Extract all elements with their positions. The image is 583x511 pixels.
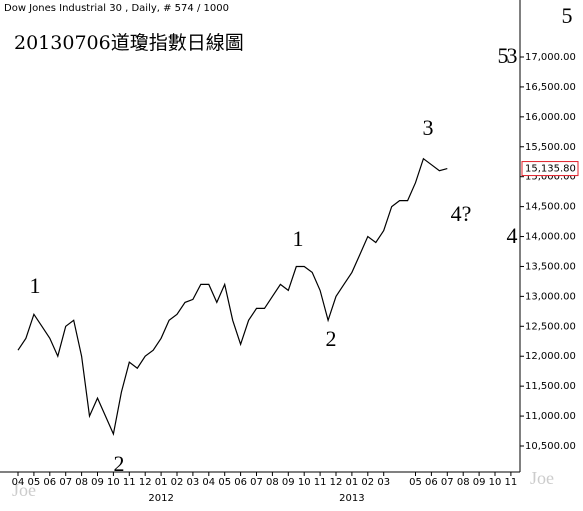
x-tick-label: 01	[346, 477, 359, 488]
x-tick-label: 07	[250, 477, 263, 488]
watermark: Joe	[530, 468, 554, 488]
x-tick-label: 05	[28, 477, 41, 488]
x-tick-label: 11	[505, 477, 518, 488]
y-tick-label: 11,000.00	[525, 411, 576, 422]
x-tick-label: 09	[282, 477, 295, 488]
x-tick-label: 01	[155, 477, 168, 488]
x-tick-label: 05	[409, 477, 422, 488]
x-tick-label: 10	[107, 477, 120, 488]
x-tick-label: 05	[218, 477, 231, 488]
x-tick-label: 07	[59, 477, 72, 488]
x-tick-label: 09	[473, 477, 486, 488]
y-tick-label: 17,000.00	[525, 52, 576, 63]
x-tick-label: 07	[441, 477, 454, 488]
x-tick-label: 10	[489, 477, 502, 488]
wave-label: 1	[30, 273, 41, 298]
wave-label: 5	[562, 3, 573, 28]
year-label: 2012	[148, 493, 173, 504]
wave-label: 3	[507, 43, 518, 68]
chart-header: Dow Jones Industrial 30 , Daily, # 574 /…	[4, 3, 229, 14]
y-tick-label: 10,500.00	[525, 441, 576, 452]
chart-title: 20130706道瓊指數日線圖	[14, 32, 244, 54]
wave-label: 4	[507, 223, 518, 248]
y-tick-label: 14,500.00	[525, 202, 576, 213]
x-tick-label: 11	[123, 477, 136, 488]
x-tick-label: 04	[202, 477, 215, 488]
y-tick-label: 13,000.00	[525, 291, 576, 302]
x-tick-label: 09	[91, 477, 104, 488]
watermark: Joe	[12, 480, 36, 500]
x-tick-label: 06	[43, 477, 56, 488]
y-tick-label: 11,500.00	[525, 381, 576, 392]
y-tick-label: 15,500.00	[525, 142, 576, 153]
x-tick-label: 02	[171, 477, 184, 488]
x-tick-label: 06	[234, 477, 247, 488]
wave-label: 4?	[451, 201, 472, 226]
wave-label: 3	[423, 115, 434, 140]
last-price-label: 15,135.80	[525, 164, 576, 175]
x-tick-label: 02	[361, 477, 374, 488]
wave-label: 5	[498, 43, 509, 68]
y-tick-label: 14,000.00	[525, 232, 576, 243]
year-label: 2013	[339, 493, 364, 504]
x-tick-label: 10	[298, 477, 311, 488]
y-tick-label: 12,500.00	[525, 321, 576, 332]
x-tick-label: 08	[266, 477, 279, 488]
price-line	[17, 157, 448, 437]
wave-label: 2	[326, 326, 337, 351]
wave-label: 2	[114, 451, 125, 476]
x-tick-label: 12	[139, 477, 152, 488]
x-tick-label: 12	[330, 477, 343, 488]
y-tick-label: 15,000.00	[525, 172, 576, 183]
x-tick-label: 11	[314, 477, 327, 488]
x-tick-label: 08	[457, 477, 470, 488]
y-tick-label: 16,000.00	[525, 112, 576, 123]
y-tick-label: 12,000.00	[525, 351, 576, 362]
last-price-box	[521, 161, 579, 177]
x-tick-label: 03	[187, 477, 200, 488]
x-tick-label: 04	[12, 477, 25, 488]
x-tick-label: 06	[425, 477, 438, 488]
y-tick-label: 16,500.00	[525, 82, 576, 93]
x-tick-label: 08	[75, 477, 88, 488]
x-tick-label: 03	[377, 477, 390, 488]
wave-label: 1	[293, 226, 304, 251]
y-tick-label: 13,500.00	[525, 261, 576, 272]
